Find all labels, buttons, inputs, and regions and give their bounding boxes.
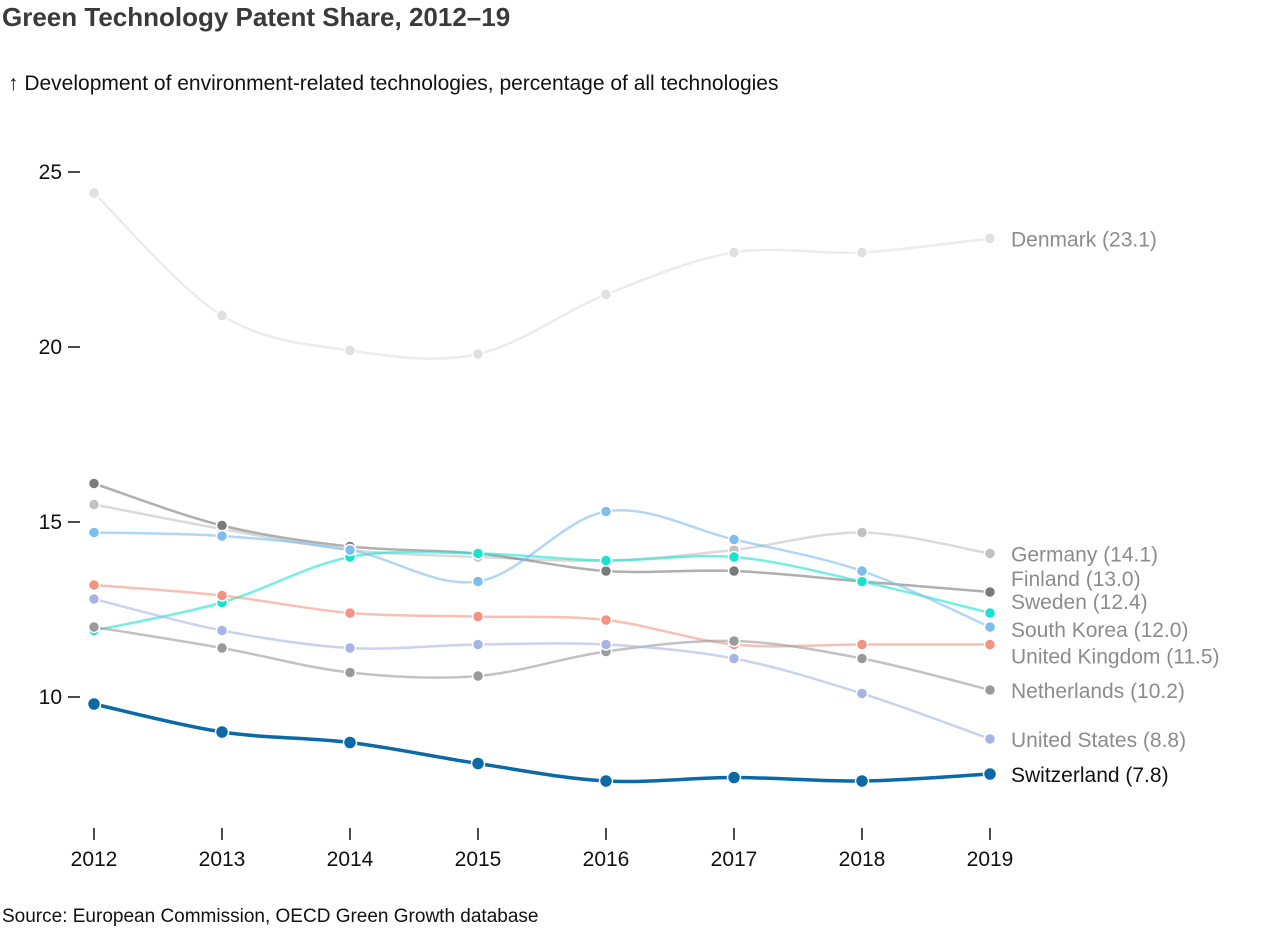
data-point-finland [89,478,100,489]
data-point-south-korea [473,576,484,587]
series-label-switzerland: Switzerland (7.8) [1011,764,1169,787]
x-tick-label: 2014 [327,848,374,871]
data-point-united-states [345,643,356,654]
series-line-germany [94,505,990,561]
data-point-switzerland [472,757,485,770]
data-point-finland [985,587,996,598]
series-line-united-states [94,599,990,739]
series-lines [94,193,990,782]
data-point-united-states [473,639,484,650]
series-line-united-kingdom [94,585,990,646]
data-point-united-states [217,625,228,636]
data-point-united-states [89,594,100,605]
series-label-united-kingdom: United Kingdom (11.5) [1011,646,1220,669]
x-tick-label: 2018 [839,848,886,871]
data-point-finland [729,566,740,577]
data-point-sweden [857,576,868,587]
data-point-switzerland [216,726,229,739]
data-point-sweden [985,608,996,619]
series-label-united-states: United States (8.8) [1011,729,1186,752]
data-point-denmark [857,247,868,258]
data-point-netherlands [985,685,996,696]
data-point-united-kingdom [345,608,356,619]
source-note: Source: European Commission, OECD Green … [2,906,538,928]
series-line-netherlands [94,627,990,690]
data-point-denmark [89,188,100,199]
y-axis: 10 15 20 25 [39,161,80,709]
data-point-switzerland [344,736,357,749]
data-point-united-kingdom [89,580,100,591]
y-tick-label: 25 [39,161,62,184]
data-point-switzerland [600,775,613,788]
x-axis: 2012 2013 2014 2015 2016 2017 2018 2019 [71,828,1014,871]
x-tick-label: 2019 [967,848,1014,871]
series-label-netherlands: Netherlands (10.2) [1011,680,1185,703]
series-points [88,188,997,788]
x-tick-label: 2016 [583,848,630,871]
data-point-south-korea [89,527,100,538]
data-point-south-korea [345,545,356,556]
series-end-labels: Denmark (23.1) Germany (14.1)Finland (13.… [1011,229,1220,788]
data-point-finland [601,566,612,577]
data-point-south-korea [601,506,612,517]
data-point-sweden [473,548,484,559]
data-point-finland [217,520,228,531]
series-line-switzerland [94,704,990,782]
data-point-united-states [985,734,996,745]
data-point-denmark [217,310,228,321]
data-point-denmark [345,345,356,356]
series-label-south-korea: South Korea (12.0) [1011,619,1188,642]
data-point-denmark [473,349,484,360]
data-point-denmark [729,247,740,258]
data-point-germany [985,548,996,559]
data-point-switzerland [88,698,101,711]
data-point-south-korea [857,566,868,577]
data-point-netherlands [89,622,100,633]
data-point-sweden [729,552,740,563]
series-line-denmark [94,193,990,359]
data-point-netherlands [345,667,356,678]
data-point-switzerland [984,768,997,781]
data-point-netherlands [473,671,484,682]
data-point-germany [857,527,868,538]
data-point-denmark [985,233,996,244]
data-point-netherlands [857,653,868,664]
series-label-sweden: Sweden (12.4) [1011,591,1148,614]
data-point-south-korea [729,534,740,545]
data-point-south-korea [217,531,228,542]
data-point-sweden [601,555,612,566]
data-point-south-korea [985,622,996,633]
data-point-united-kingdom [985,639,996,650]
data-point-united-kingdom [601,615,612,626]
data-point-united-states [729,653,740,664]
x-tick-label: 2015 [455,848,502,871]
series-label-finland: Finland (13.0) [1011,568,1141,591]
data-point-switzerland [856,775,869,788]
data-point-denmark [601,289,612,300]
y-tick-label: 15 [39,511,62,534]
x-tick-label: 2012 [71,848,118,871]
data-point-netherlands [217,643,228,654]
data-point-switzerland [728,771,741,784]
data-point-germany [89,499,100,510]
data-point-united-states [601,639,612,650]
y-tick-label: 20 [39,336,62,359]
y-tick-label: 10 [39,686,62,709]
data-point-united-kingdom [857,639,868,650]
data-point-united-states [857,688,868,699]
series-line-finland [94,484,990,593]
data-point-netherlands [729,636,740,647]
x-tick-label: 2013 [199,848,246,871]
x-tick-label: 2017 [711,848,758,871]
series-label-denmark: Denmark (23.1) [1011,229,1157,252]
data-point-united-kingdom [217,590,228,601]
data-point-united-kingdom [473,611,484,622]
series-label-germany: Germany (14.1) [1011,544,1158,567]
